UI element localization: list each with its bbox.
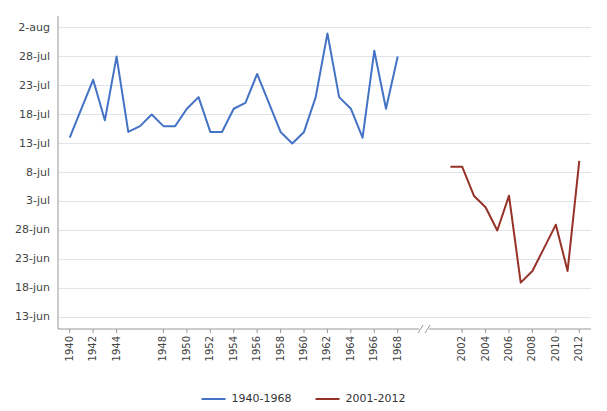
x-tick [509, 329, 510, 333]
legend: 1940-1968 2001-2012 [202, 392, 406, 405]
series-line [70, 33, 398, 143]
y-tick-label: 2-aug [18, 21, 50, 34]
series-line [450, 161, 579, 283]
x-tick [210, 329, 211, 333]
x-tick-label: 1948 [157, 336, 168, 361]
grid-line [58, 27, 591, 28]
x-tick-label: 1964 [345, 336, 356, 361]
x-tick-label: 1966 [368, 336, 379, 361]
x-tick [374, 329, 375, 333]
x-axis-line [58, 329, 591, 330]
y-grid [58, 28, 591, 318]
y-tick-labels: 13-jun 18-jun 23-jun 28-jun 3-jul 8-jul 13-jul… [15, 21, 50, 324]
x-tick-label: 2004 [480, 336, 491, 361]
x-tick [397, 329, 398, 333]
grid-line [58, 317, 591, 318]
y-axis-line [58, 16, 59, 329]
x-tick [327, 329, 328, 333]
legend-swatch [202, 398, 226, 400]
x-tick [257, 329, 258, 333]
axis-break-bg [419, 326, 429, 332]
x-tick [532, 329, 533, 333]
axis-break [418, 325, 423, 333]
grid-line [58, 85, 591, 86]
grid-line [58, 201, 591, 202]
legend-label: 1940-1968 [232, 392, 292, 405]
y-tick-label: 28-jul [19, 50, 50, 63]
chart: 13-jun 18-jun 23-jun 28-jun 3-jul 8-jul 13-jul… [0, 0, 607, 411]
x-tick [69, 329, 70, 333]
x-tick-label: 1956 [251, 336, 262, 361]
y-tick-label: 13-jun [15, 310, 50, 323]
y-tick-label: 13-jul [19, 137, 50, 150]
legend-item: 2001-2012 [316, 392, 406, 405]
grid-line [58, 143, 591, 144]
x-tick [186, 329, 187, 333]
y-tick-label: 3-jul [26, 194, 50, 207]
x-tick-label: 1942 [87, 336, 98, 361]
x-ticks: 1940 1942 1944 1948 1950 1952 1954 1956 1958 1960… [64, 329, 585, 361]
x-tick-label: 1952 [204, 336, 215, 361]
x-tick [304, 329, 305, 333]
x-tick-label: 1968 [392, 336, 403, 361]
x-tick-label: 1950 [181, 336, 192, 361]
grid-line [58, 259, 591, 260]
x-tick [163, 329, 164, 333]
x-tick-label: 1940 [64, 336, 75, 361]
x-tick-label: 2012 [573, 336, 584, 361]
y-tick-label: 23-jul [19, 79, 50, 92]
x-tick [280, 329, 281, 333]
x-tick-label: 2008 [526, 336, 537, 361]
legend-label: 2001-2012 [346, 392, 406, 405]
grid-line [58, 56, 591, 57]
grid-line [58, 288, 591, 289]
x-tick-label: 1962 [321, 336, 332, 361]
x-tick-label: 2006 [503, 336, 514, 361]
x-tick [462, 329, 463, 333]
x-tick-label: 1954 [228, 336, 239, 361]
y-tick-label: 23-jun [15, 252, 50, 265]
x-tick [93, 329, 94, 333]
axis-break [425, 325, 430, 333]
x-tick [579, 329, 580, 333]
series-lines [70, 33, 580, 282]
x-tick-label: 1958 [275, 336, 286, 361]
x-tick-label: 2002 [456, 336, 467, 361]
x-tick [555, 329, 556, 333]
x-tick [485, 329, 486, 333]
x-tick-label: 1960 [298, 336, 309, 361]
x-tick [233, 329, 234, 333]
y-tick-label: 18-jun [15, 281, 50, 294]
legend-swatch [316, 398, 340, 400]
x-tick [350, 329, 351, 333]
x-tick-label: 2010 [550, 336, 561, 361]
y-tick-label: 8-jul [26, 166, 50, 179]
grid-line [58, 172, 591, 173]
x-tick [116, 329, 117, 333]
y-tick-label: 18-jul [19, 108, 50, 121]
y-tick-label: 28-jun [15, 223, 50, 236]
grid-line [58, 230, 591, 231]
legend-item: 1940-1968 [202, 392, 292, 405]
grid-line [58, 114, 591, 115]
x-tick-label: 1944 [111, 336, 122, 361]
